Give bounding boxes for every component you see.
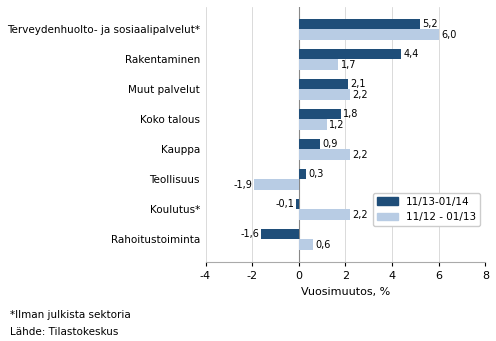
X-axis label: Vuosimuutos, %: Vuosimuutos, % <box>301 286 390 297</box>
Bar <box>299 109 341 119</box>
Text: 2,2: 2,2 <box>353 150 368 160</box>
Bar <box>299 19 420 29</box>
Text: 1,8: 1,8 <box>343 109 359 119</box>
Text: Lähde: Tilastokeskus: Lähde: Tilastokeskus <box>10 327 118 337</box>
Text: -0,1: -0,1 <box>275 199 294 209</box>
Legend: 11/13-01/14, 11/12 - 01/13: 11/13-01/14, 11/12 - 01/13 <box>372 193 480 226</box>
Bar <box>299 59 338 70</box>
Bar <box>261 229 299 239</box>
Text: 1,2: 1,2 <box>329 120 345 130</box>
Text: 0,3: 0,3 <box>308 169 323 179</box>
Bar <box>299 169 306 179</box>
Text: -1,6: -1,6 <box>240 229 259 239</box>
Bar <box>297 199 299 209</box>
Bar <box>299 89 350 100</box>
Text: -1,9: -1,9 <box>233 180 252 190</box>
Text: 0,9: 0,9 <box>322 139 338 149</box>
Bar <box>299 149 350 160</box>
Text: 2,1: 2,1 <box>350 79 366 89</box>
Bar <box>299 79 348 89</box>
Text: 0,6: 0,6 <box>315 240 330 250</box>
Text: 2,2: 2,2 <box>353 90 368 100</box>
Bar <box>299 49 401 59</box>
Text: 4,4: 4,4 <box>404 49 419 59</box>
Text: 2,2: 2,2 <box>353 210 368 220</box>
Text: 6,0: 6,0 <box>441 30 456 40</box>
Bar <box>299 119 327 130</box>
Bar <box>299 239 313 250</box>
Text: 1,7: 1,7 <box>341 60 356 70</box>
Bar <box>299 29 439 40</box>
Bar <box>299 209 350 220</box>
Text: *Ilman julkista sektoria: *Ilman julkista sektoria <box>10 310 130 320</box>
Bar <box>254 179 299 190</box>
Text: 5,2: 5,2 <box>423 19 438 29</box>
Bar <box>299 139 320 149</box>
